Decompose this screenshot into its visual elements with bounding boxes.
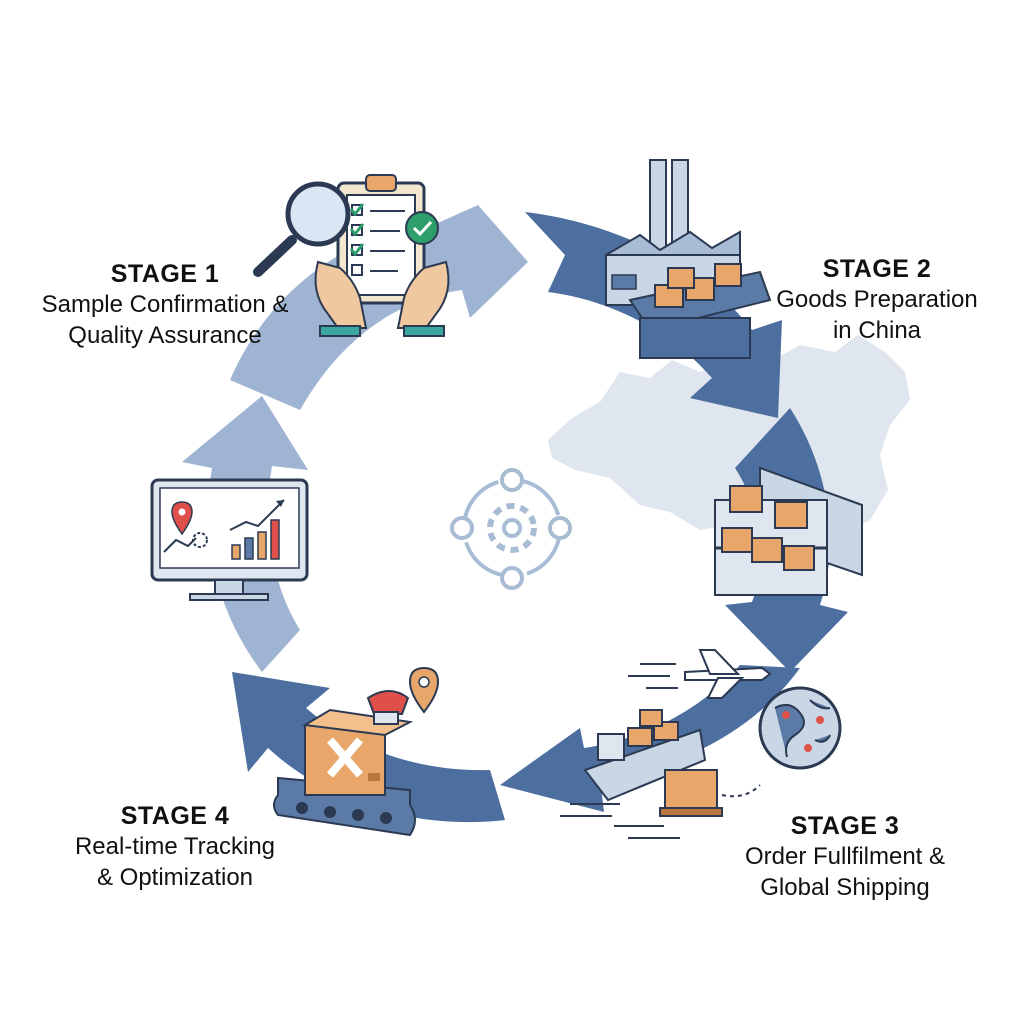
stage-2-label: STAGE 2 Goods Preparation in China [752, 253, 1002, 346]
globe-icon [758, 686, 842, 770]
arrow-stage4-to-monitor [232, 672, 505, 823]
stage-3-title: STAGE 3 [790, 812, 900, 840]
stage-1-label: STAGE 1 Sample Confirmation & Quality As… [20, 258, 310, 351]
monitor-analytics-icon [150, 478, 309, 601]
stage-4-line1: Real-time Tracking [74, 833, 276, 860]
stage-4-title: STAGE 4 [120, 802, 230, 830]
location-pin-icon [366, 666, 440, 725]
stage-3-label: STAGE 3 Order Fullfilment & Global Shipp… [715, 810, 975, 903]
cycle-gear-icon [450, 468, 572, 590]
airplane-icon [628, 649, 772, 699]
stage-2-line1: Goods Preparation [776, 286, 978, 313]
stage-2-line2: in China [832, 316, 922, 344]
stage-3-line1: Order Fullfilment & [744, 843, 946, 870]
conveyor-box-icon [273, 708, 416, 837]
clipboard-checklist-icon [314, 174, 450, 337]
stage-1-line1: Sample Confirmation & [41, 291, 289, 318]
stage-2-title: STAGE 2 [822, 255, 932, 283]
factory-icon [605, 159, 772, 359]
stage-4-line2: & Optimization [96, 863, 254, 891]
stage-1-title: STAGE 1 [110, 260, 220, 288]
cargo-ship-icon [560, 709, 707, 839]
arrow-stage1-to-stage2 [230, 205, 528, 410]
stage-4-label: STAGE 4 Real-time Tracking & Optimizatio… [50, 800, 300, 893]
stage-3-line2: Global Shipping [760, 873, 930, 901]
pallet-box-icon [659, 769, 761, 817]
stage-1-line2: Quality Assurance [68, 321, 262, 349]
warehouse-shelf-icon [714, 466, 863, 596]
magnifier-icon [253, 181, 351, 277]
